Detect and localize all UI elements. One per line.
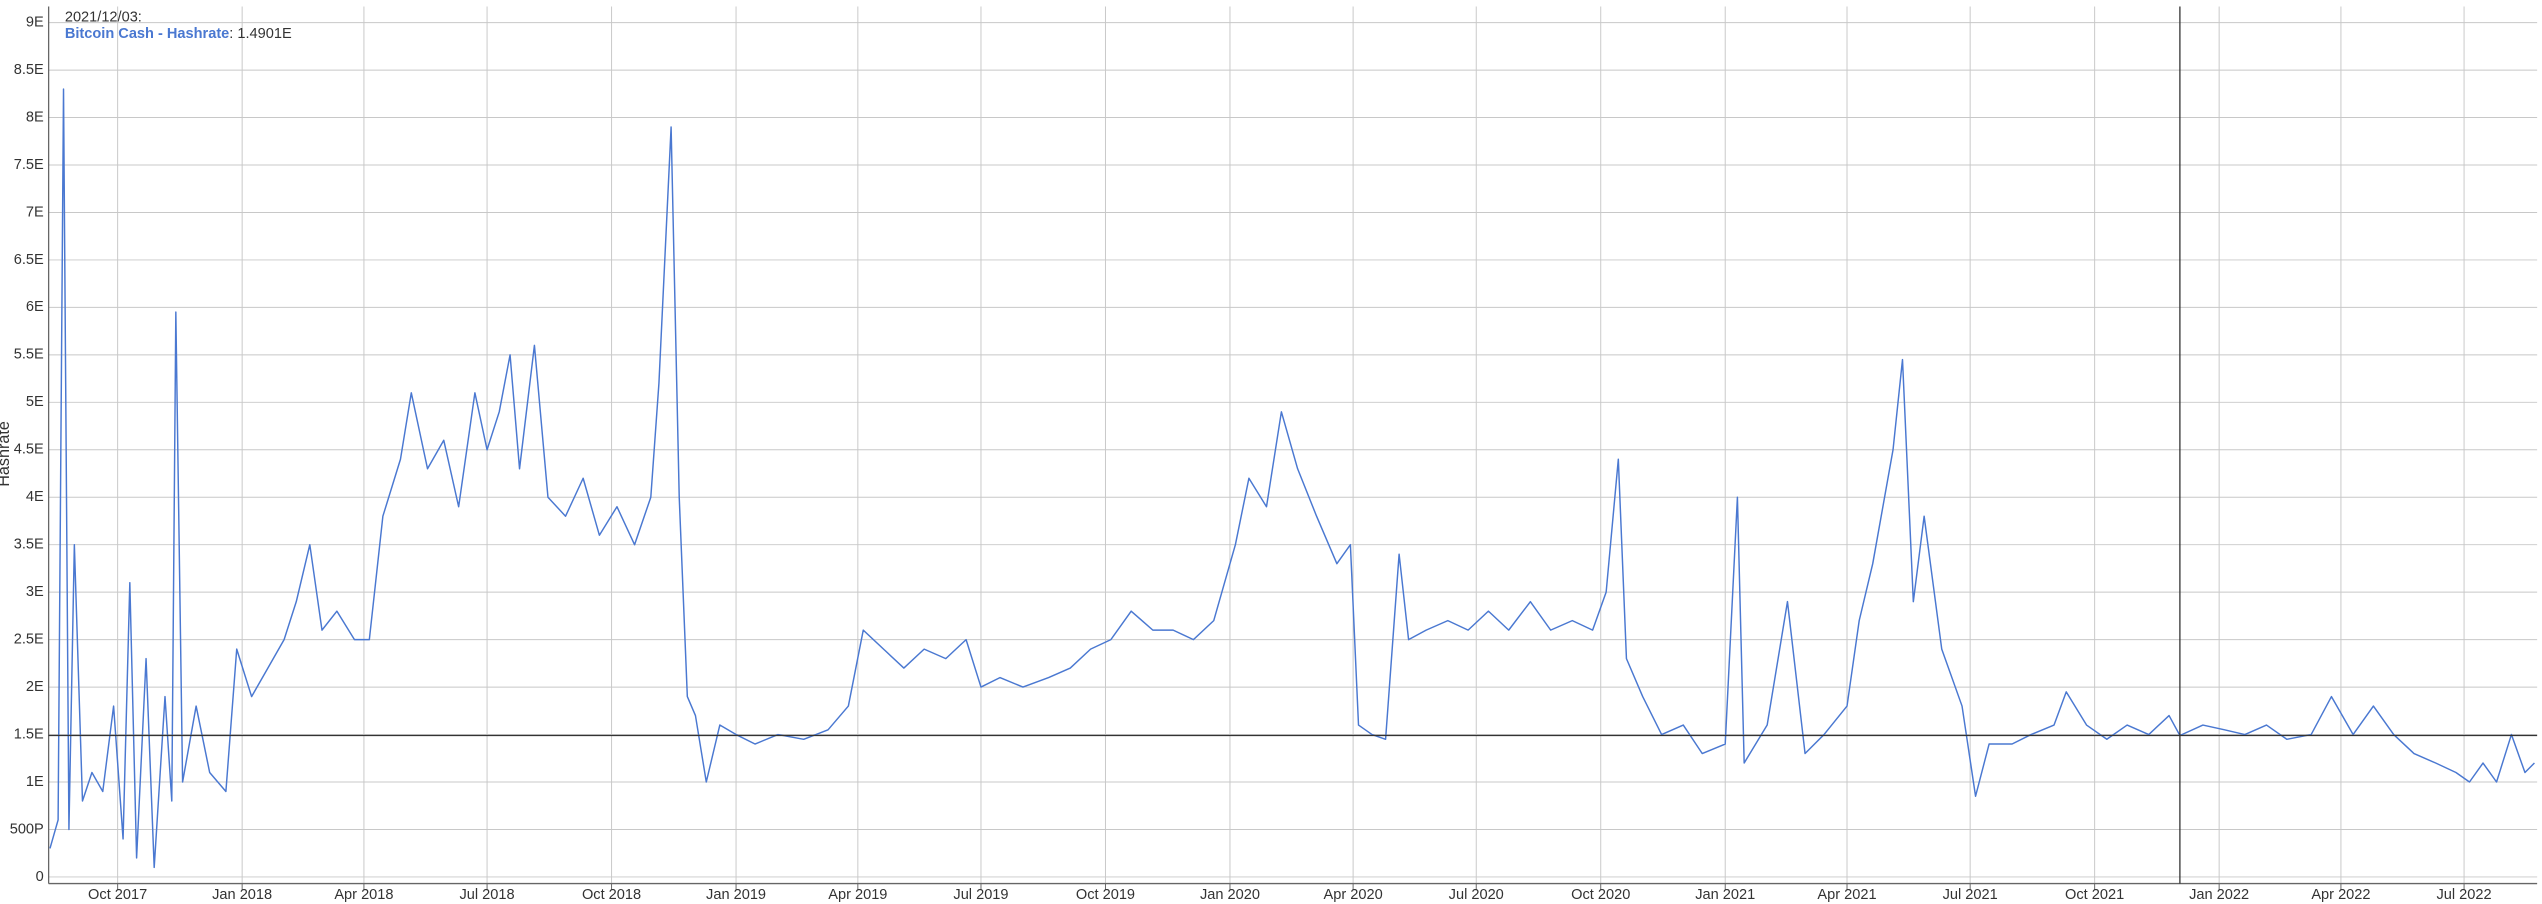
marks: 2021/12/03:Bitcoin Cash - Hashrate: 1.49… [48,6,2538,884]
y-tick-label: 2.5E [14,631,44,647]
x-tick-label: Oct 2021 [2065,887,2124,903]
y-tick-label: 0 [36,869,44,885]
y-tick-label: 8E [26,109,44,125]
x-tick-label: Oct 2019 [1076,887,1135,903]
x-tick-label: Jan 2022 [2189,887,2249,903]
y-tick-label: 3E [26,584,44,600]
x-tick-label: Oct 2018 [582,887,641,903]
y-tick-label: 8.5E [14,62,44,78]
x-tick-label: Jan 2018 [212,887,272,903]
y-tick-label: 6.5E [14,252,44,268]
x-tick-label: Jul 2019 [953,887,1008,903]
grid: 0 500P 1E 1.5E 2E 2.5E 3E 3.5E 4E 4.5E 5E 5.5E 6E 6.5… [10,6,2538,903]
x-tick-label: Oct 2017 [88,887,147,903]
y-tick-label: 7E [26,204,44,220]
x-tick-label: Jul 2021 [1943,887,1998,903]
x-tick-label: Jul 2022 [2437,887,2492,903]
x-tick-label: Jan 2020 [1200,887,1260,903]
y-tick-label: 7.5E [14,157,44,173]
y-tick-label: 1.5E [14,726,44,742]
y-tick-label: 5E [26,394,44,410]
y-tick-label: 500P [10,821,44,837]
y-tick-label: 2E [26,679,44,695]
y-tick-label: 4.5E [14,442,44,458]
y-tick-label: 5.5E [14,347,44,363]
tooltip-series: Bitcoin Cash - Hashrate [65,26,229,42]
x-tick-label: Jan 2021 [1695,887,1755,903]
x-tick-label: Jul 2018 [460,887,515,903]
tooltip-number: : 1.4901E [229,26,292,42]
y-tick-label: 9E [26,14,44,30]
y-axis-label: Hashrate [0,421,13,487]
x-tick-label: Apr 2018 [334,887,393,903]
series-line [49,88,2535,869]
tooltip-value: Bitcoin Cash - Hashrate: 1.4901E [65,26,292,42]
y-tick-label: 1E [26,774,44,790]
x-tick-label: Jul 2020 [1449,887,1504,903]
x-tick-label: Apr 2020 [1324,887,1383,903]
x-tick-label: Apr 2019 [828,887,887,903]
x-tick-label: Apr 2021 [1817,887,1876,903]
y-tick-label: 4E [26,489,44,505]
tooltip-date: 2021/12/03: [65,10,142,26]
x-tick-label: Oct 2020 [1571,887,1630,903]
x-tick-label: Jan 2019 [706,887,766,903]
x-tick-label: Apr 2022 [2311,887,2370,903]
y-tick-label: 6E [26,299,44,315]
y-tick-label: 3.5E [14,537,44,553]
